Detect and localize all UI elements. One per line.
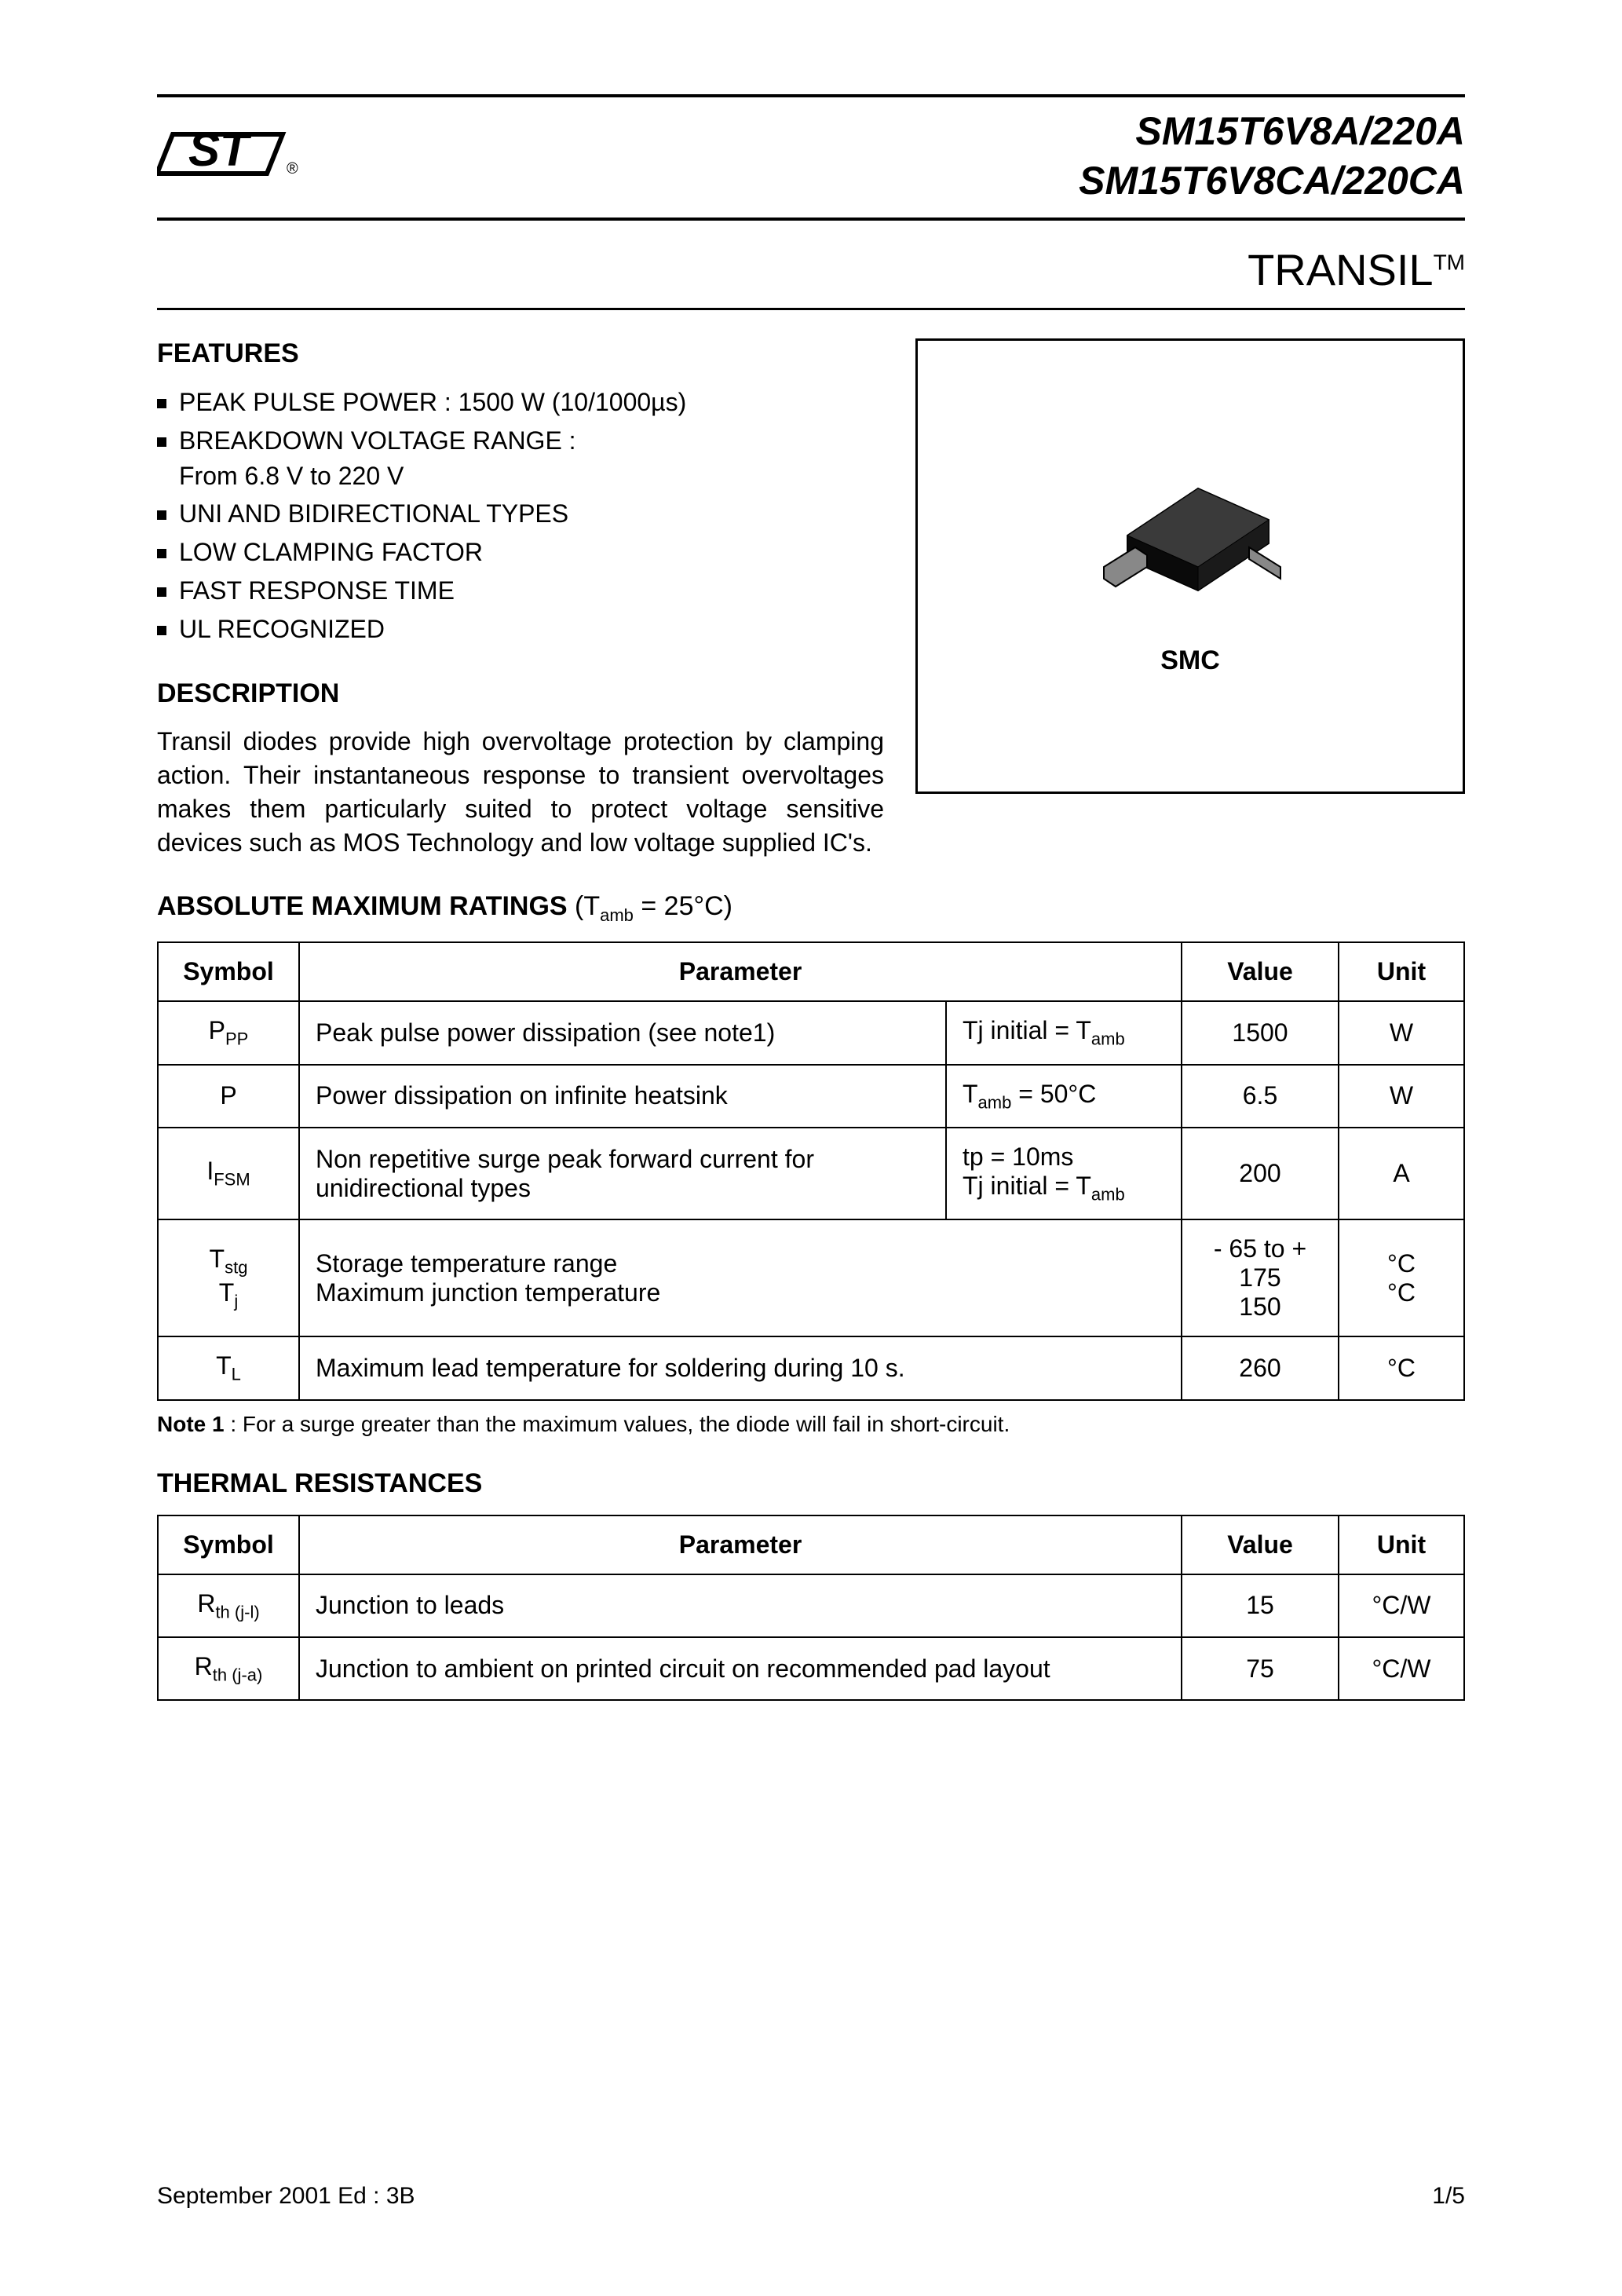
table-row: TstgTjStorage temperature range Maximum … [158, 1219, 1464, 1336]
cell-parameter: Power dissipation on infinite heatsink [299, 1065, 946, 1128]
abs-max-title: ABSOLUTE MAXIMUM RATINGS (Tamb = 25°C) [157, 891, 1465, 926]
th-col-symbol: Symbol [158, 1515, 299, 1574]
th-col-unit: Unit [1339, 1515, 1464, 1574]
subtitle-row: TRANSILTM [157, 221, 1465, 308]
footer-right: 1/5 [1432, 2183, 1465, 2210]
abs-max-body: PPPPeak pulse power dissipation (see not… [158, 1001, 1464, 1400]
cell-condition: Tamb = 50°C [946, 1065, 1182, 1128]
cell-symbol: P [158, 1065, 299, 1128]
datasheet-page: ST ® SM15T6V8A/220A SM15T6V8CA/220CA TRA… [0, 0, 1622, 2296]
cell-symbol: TL [158, 1336, 299, 1399]
part-numbers: SM15T6V8A/220A SM15T6V8CA/220CA [1079, 107, 1465, 205]
package-box: SMC [915, 338, 1465, 794]
cell-parameter: Junction to leads [299, 1574, 1182, 1637]
col-unit: Unit [1339, 942, 1464, 1001]
col-symbol: Symbol [158, 942, 299, 1001]
thermal-body: Rth (j-l)Junction to leads15°C/WRth (j-a… [158, 1574, 1464, 1701]
thermal-header-row: Symbol Parameter Value Unit [158, 1515, 1464, 1574]
cell-condition: Tj initial = Tamb [946, 1001, 1182, 1064]
feature-item: FAST RESPONSE TIME [157, 573, 884, 609]
st-logo: ST ® [157, 111, 314, 201]
cell-symbol: TstgTj [158, 1219, 299, 1336]
table-row: Rth (j-a)Junction to ambient on printed … [158, 1637, 1464, 1700]
cell-unit: A [1339, 1128, 1464, 1219]
cell-symbol: PPP [158, 1001, 299, 1064]
content-row: FEATURES PEAK PULSE POWER : 1500 W (10/1… [157, 338, 1465, 860]
thermal-table: Symbol Parameter Value Unit Rth (j-l)Jun… [157, 1515, 1465, 1702]
cell-value: - 65 to + 175 150 [1182, 1219, 1339, 1336]
description-text: Transil diodes provide high overvoltage … [157, 725, 884, 861]
cell-symbol: Rth (j-a) [158, 1637, 299, 1700]
cell-unit: °C/W [1339, 1637, 1464, 1700]
left-column: FEATURES PEAK PULSE POWER : 1500 W (10/1… [157, 338, 884, 860]
table-row: PPower dissipation on infinite heatsinkT… [158, 1065, 1464, 1128]
cell-unit: W [1339, 1065, 1464, 1128]
feature-item: LOW CLAMPING FACTOR [157, 535, 884, 570]
abs-max-condition: (Tamb = 25°C) [575, 891, 732, 921]
cell-condition: tp = 10msTj initial = Tamb [946, 1128, 1182, 1219]
cell-symbol: IFSM [158, 1128, 299, 1219]
abs-max-header-row: Symbol Parameter Value Unit [158, 942, 1464, 1001]
right-column: SMC [915, 338, 1465, 860]
header-row: ST ® SM15T6V8A/220A SM15T6V8CA/220CA [157, 107, 1465, 218]
footer-left: September 2001 Ed : 3B [157, 2183, 415, 2210]
feature-item: PEAK PULSE POWER : 1500 W (10/1000µs) [157, 385, 884, 420]
subtitle: TRANSILTM [1248, 245, 1465, 294]
description-title: DESCRIPTION [157, 678, 884, 709]
cell-value: 260 [1182, 1336, 1339, 1399]
cell-value: 200 [1182, 1128, 1339, 1219]
th-col-parameter: Parameter [299, 1515, 1182, 1574]
cell-unit: W [1339, 1001, 1464, 1064]
feature-item: UNI AND BIDIRECTIONAL TYPES [157, 496, 884, 532]
table-row: IFSMNon repetitive surge peak forward cu… [158, 1128, 1464, 1219]
cell-value: 15 [1182, 1574, 1339, 1637]
cell-parameter: Peak pulse power dissipation (see note1) [299, 1001, 946, 1064]
cell-value: 6.5 [1182, 1065, 1339, 1128]
table-row: Rth (j-l)Junction to leads15°C/W [158, 1574, 1464, 1637]
feature-item: BREAKDOWN VOLTAGE RANGE : From 6.8 V to … [157, 423, 884, 494]
cell-unit: °C °C [1339, 1219, 1464, 1336]
cell-parameter: Storage temperature range Maximum juncti… [299, 1219, 1182, 1336]
cell-parameter: Maximum lead temperature for soldering d… [299, 1336, 1182, 1399]
cell-value: 1500 [1182, 1001, 1339, 1064]
th-col-value: Value [1182, 1515, 1339, 1574]
subtitle-text: TRANSIL [1248, 245, 1434, 294]
col-value: Value [1182, 942, 1339, 1001]
col-parameter: Parameter [299, 942, 1182, 1001]
feature-item: UL RECOGNIZED [157, 612, 884, 647]
table-row: PPPPeak pulse power dissipation (see not… [158, 1001, 1464, 1064]
part-line-1: SM15T6V8A/220A [1079, 107, 1465, 156]
cell-parameter: Non repetitive surge peak forward curren… [299, 1128, 946, 1219]
top-divider [157, 94, 1465, 97]
cell-unit: °C/W [1339, 1574, 1464, 1637]
part-line-2: SM15T6V8CA/220CA [1079, 156, 1465, 206]
svg-text:ST: ST [188, 123, 252, 176]
cell-symbol: Rth (j-l) [158, 1574, 299, 1637]
package-label: SMC [1160, 645, 1220, 676]
cell-parameter: Junction to ambient on printed circuit o… [299, 1637, 1182, 1700]
smc-package-icon [1080, 457, 1300, 614]
abs-max-title-text: ABSOLUTE MAXIMUM RATINGS [157, 891, 568, 921]
abs-max-table: Symbol Parameter Value Unit PPPPeak puls… [157, 941, 1465, 1401]
table-row: TLMaximum lead temperature for soldering… [158, 1336, 1464, 1399]
thermal-title: THERMAL RESISTANCES [157, 1468, 1465, 1499]
cell-unit: °C [1339, 1336, 1464, 1399]
abs-max-note: Note 1 : For a surge greater than the ma… [157, 1412, 1465, 1437]
features-title: FEATURES [157, 338, 884, 369]
cell-value: 75 [1182, 1637, 1339, 1700]
subtitle-tm: TM [1434, 250, 1465, 274]
subtitle-divider [157, 308, 1465, 310]
page-footer: September 2001 Ed : 3B 1/5 [157, 2183, 1465, 2210]
features-list: PEAK PULSE POWER : 1500 W (10/1000µs)BRE… [157, 385, 884, 647]
svg-text:®: ® [287, 160, 298, 177]
